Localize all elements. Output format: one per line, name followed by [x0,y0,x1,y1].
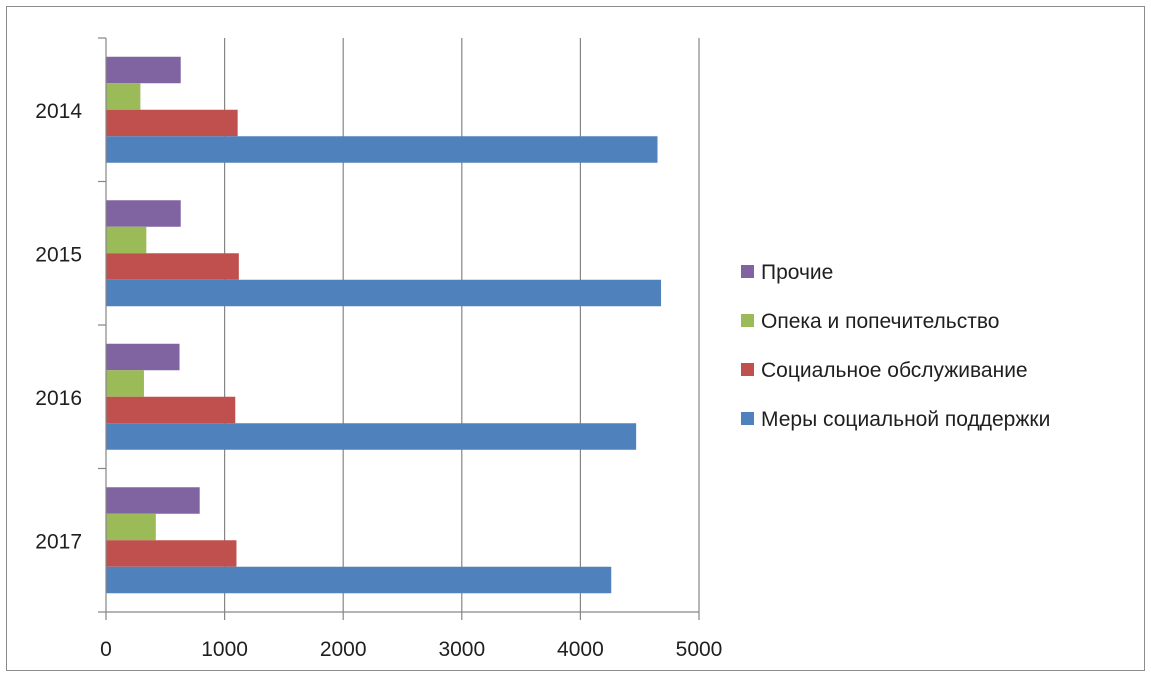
legend-label: Меры социальной поддержки [761,408,1050,431]
bar-2016-series-4 [106,343,180,371]
axes: 0 1000 2000 3000 4000 5000 2014 2015 2016 2017 [35,37,723,661]
x-tick-label-4000: 4000 [557,638,604,661]
bar-2017-series-4 [106,487,200,514]
legend: Прочие Опека и попечительство Социальное о… [741,261,1050,431]
y-tick-label-2017: 2017 [35,530,82,553]
bar-2017-series-2 [106,540,237,567]
bar-2014-series-3 [106,83,141,110]
gridlines [224,38,700,612]
bar-2014-series-2 [106,109,238,137]
x-tick-label-0: 0 [100,638,112,661]
bar-2015-series-4 [106,200,181,227]
x-tick-label-3000: 3000 [438,638,485,661]
bar-2017-series-1 [106,566,612,594]
x-tick-label-5000: 5000 [676,638,723,661]
legend-swatch [741,412,754,425]
bars [106,56,662,594]
legend-swatch [741,265,754,278]
x-tick-label-2000: 2000 [320,638,367,661]
legend-label: Опека и попечительство [761,310,999,333]
bar-2014-series-4 [106,56,181,84]
legend-swatch [741,363,754,376]
legend-swatch [741,314,754,327]
bar-2015-series-3 [106,226,147,254]
bar-2016-series-3 [106,370,144,397]
bar-2016-series-1 [106,423,637,450]
legend-label: Прочие [761,261,833,284]
legend-label: Социальное обслуживание [761,359,1028,382]
x-tick-label-1000: 1000 [201,638,248,661]
bar-2014-series-1 [106,136,658,163]
y-tick-label-2015: 2015 [35,243,82,266]
bar-2015-series-2 [106,253,239,280]
y-tick-label-2014: 2014 [35,100,82,123]
bar-2017-series-3 [106,513,156,541]
bar-2015-series-1 [106,279,662,307]
bar-2016-series-2 [106,396,236,424]
y-tick-label-2016: 2016 [35,387,82,410]
